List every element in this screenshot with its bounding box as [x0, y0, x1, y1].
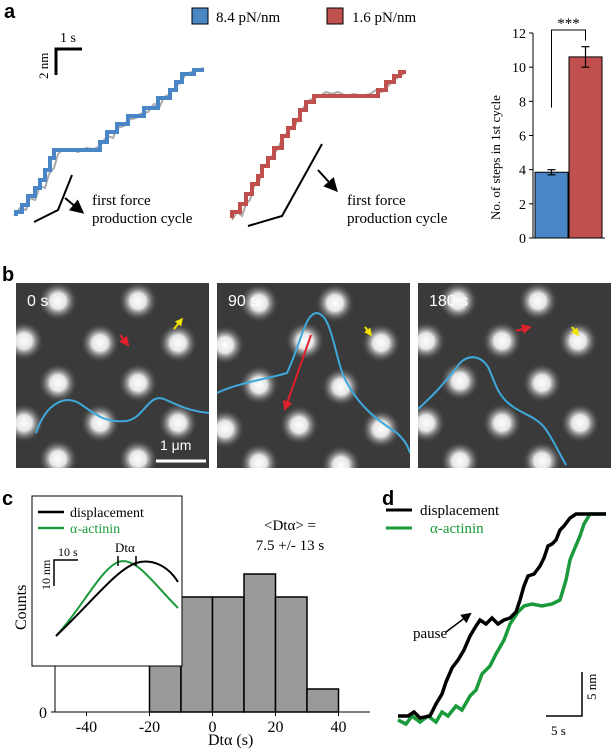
- cycle-arrow-stiff: [64, 197, 85, 214]
- micrograph-180s-image: [418, 283, 611, 468]
- panel-c-letter: c: [2, 488, 13, 510]
- micrograph-180s-time: 180 s: [429, 293, 469, 310]
- hist-c-bar: [243, 573, 277, 713]
- bar-a-significance-label: ***: [557, 16, 580, 32]
- bar-a-ytick-label: 2: [519, 198, 526, 213]
- micrograph-0s-image: [16, 283, 209, 468]
- annotation-soft-1: first force: [347, 193, 406, 209]
- scale-bar-a: [54, 47, 82, 75]
- hist-c-bar: [274, 596, 308, 713]
- histogram-c-ylabel: Counts: [13, 585, 30, 630]
- mean-label-2: 7.5 +/- 13 s: [256, 538, 325, 554]
- annotation-stiff-2: production cycle: [92, 211, 193, 227]
- inset-scale-disp: 10 nm: [39, 559, 53, 590]
- pause-label: pause: [413, 626, 447, 642]
- hist-c-bar: [180, 596, 214, 713]
- hist-c-xtick-label: 40: [331, 719, 347, 736]
- annotation-stiff-1: first force: [92, 193, 151, 209]
- scale-disp-a: 2 nm: [36, 53, 51, 79]
- inset-legend-label-disp: displacement: [70, 506, 144, 521]
- d-legend-label-disp: displacement: [420, 503, 500, 519]
- hist-c-xtick-label: 0: [209, 719, 217, 736]
- micrograph-90s-time: 90 s: [228, 293, 259, 310]
- d-scale-bar: [546, 672, 583, 717]
- hist-c-xtick-label: -40: [76, 719, 97, 736]
- scale-time-a: 1 s: [60, 31, 76, 46]
- d-actinin-trace: [397, 512, 606, 727]
- step-trace-stiff: [14, 68, 204, 216]
- bar-a-significance-bracket: [551, 29, 586, 108]
- d-displacement-trace: [398, 512, 606, 720]
- hist-c-xtick-label: -20: [139, 719, 160, 736]
- bar-a-ytick-label: 8: [519, 95, 526, 110]
- bar-a-ytick-label: 6: [519, 130, 526, 145]
- cycle-bracket-stiff: [33, 174, 73, 223]
- hist-c-ytick-label: 0: [39, 705, 47, 722]
- legend-swatch-soft: [326, 7, 344, 25]
- d-legend-label-actinin: α-actinin: [430, 521, 484, 537]
- d-scale-disp: 5 nm: [584, 674, 599, 700]
- legend-label-soft: 1.6 pN/nm: [352, 10, 417, 26]
- inset-dt-label: Dtα: [115, 540, 135, 555]
- d-scale-time: 5 s: [551, 723, 566, 738]
- bar-a-ytick-label: 0: [519, 232, 526, 247]
- annotation-soft-2: production cycle: [347, 211, 448, 227]
- bar-a-ytick-label: 10: [512, 61, 526, 76]
- micrograph-90s-image: [217, 283, 410, 468]
- micrograph-180s: 180 s: [418, 283, 611, 468]
- inset-scale-time: 10 s: [58, 545, 78, 559]
- mean-label-1: <Dtα> =: [264, 518, 316, 534]
- inset-frame: [31, 495, 183, 667]
- inset-legend-label-actinin: α-actinin: [70, 522, 120, 537]
- inset-scale-bar: [53, 559, 78, 586]
- bar-a-bar: [568, 56, 603, 239]
- hist-c-bar: [306, 688, 340, 713]
- step-trace-soft: [230, 70, 406, 218]
- bar-a-bar: [534, 171, 569, 239]
- micrograph-0s: 0 s 1 μm: [16, 283, 209, 468]
- panel-d-letter: d: [382, 488, 394, 510]
- bar-a-ytick-label: 12: [512, 27, 526, 42]
- micrograph-0s-time: 0 s: [27, 293, 49, 310]
- pause-arrow: [445, 612, 472, 633]
- hist-c-bar: [211, 596, 245, 713]
- cycle-arrow-soft: [317, 169, 338, 193]
- micrograph-scale-label: 1 μm: [160, 437, 192, 453]
- legend-swatch-stiff: [191, 7, 209, 25]
- histogram-c-xlabel: Dtα (s): [208, 732, 253, 749]
- panel-b-letter: b: [2, 264, 14, 286]
- inset-displacement-curve: [55, 560, 179, 637]
- bar-chart-a: 0 2 4 6 8 10 12 ***: [512, 16, 605, 247]
- panel-a-letter: a: [4, 1, 16, 23]
- hist-c-xtick-label: 20: [268, 719, 284, 736]
- bar-chart-a-ylabel: No. of steps in 1st cycle: [488, 95, 503, 220]
- legend-label-stiff: 8.4 pN/nm: [216, 10, 281, 26]
- cycle-bracket-soft: [247, 143, 323, 227]
- bar-a-ytick-label: 4: [519, 164, 526, 179]
- micrograph-90s: 90 s: [217, 283, 410, 468]
